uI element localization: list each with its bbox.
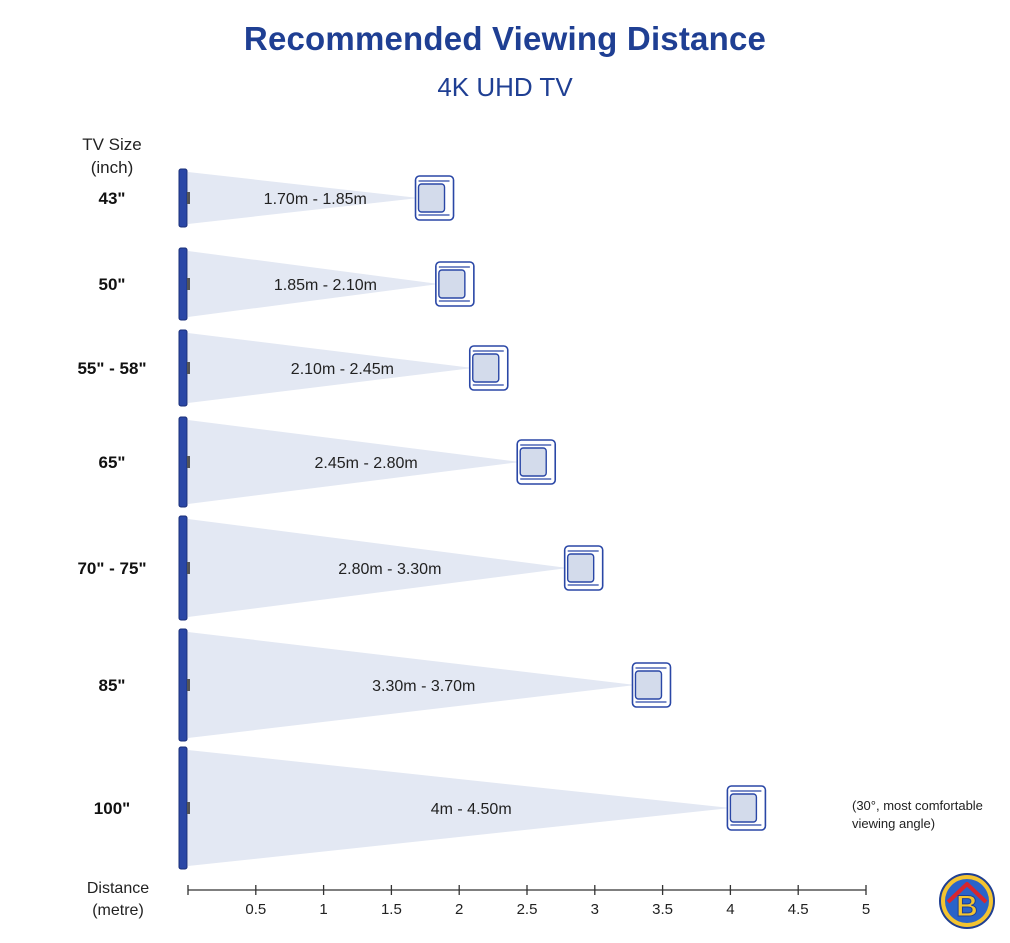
armchair-seat <box>634 670 663 700</box>
armchair-seat <box>472 353 500 383</box>
distance-range-label: 2.10m - 2.45m <box>291 361 394 378</box>
tv-row: 65" 2.45m - 2.80m <box>99 416 557 508</box>
tv-stand-icon <box>187 362 190 374</box>
tv-stand-icon <box>187 278 190 290</box>
x-axis-heading-line1: Distance <box>86 880 150 897</box>
armchair-seat <box>438 269 466 299</box>
x-axis-tick-label: 3.5 <box>652 901 673 918</box>
viewing-beam <box>188 632 636 738</box>
page-subtitle: 4K UHD TV <box>437 72 573 102</box>
x-axis-heading-line2: (metre) <box>92 902 144 919</box>
armchair-icon <box>631 662 672 708</box>
distance-range-label: 1.70m - 1.85m <box>264 191 367 208</box>
tv-row: 100" 4m - 4.50m <box>94 746 767 870</box>
viewing-angle-note: (30°, most comfortable viewing angle) <box>852 797 983 833</box>
y-axis-heading-line2: (inch) <box>90 158 134 177</box>
viewing-angle-note-line2: viewing angle) <box>852 816 936 831</box>
distance-range-label: 4m - 4.50m <box>431 801 512 818</box>
armchair-icon <box>435 261 475 307</box>
armchair-icon <box>563 545 604 591</box>
tv-stand-icon <box>187 802 190 814</box>
y-axis-heading-line1: TV Size <box>82 135 142 154</box>
x-axis-tick-label: 0.5 <box>245 901 266 918</box>
tv-icon <box>178 329 188 407</box>
viewing-angle-note-line1: (30°, most comfortable <box>852 798 983 813</box>
tv-icon <box>178 168 188 228</box>
x-axis-tick-label: 2 <box>455 901 463 918</box>
armchair-icon <box>414 175 455 221</box>
tv-row: 50" 1.85m - 2.10m <box>99 247 475 321</box>
tv-size-label: 70" - 75" <box>77 559 146 578</box>
y-axis-heading: TV Size (inch) <box>62 133 162 179</box>
tv-icon <box>178 628 188 742</box>
tv-size-label: 85" <box>99 676 126 695</box>
armchair-icon <box>468 345 509 391</box>
x-axis-tick-label: 4.5 <box>788 901 809 918</box>
logo-letter: B <box>956 890 978 923</box>
tv-row: 43" 1.70m - 1.85m <box>99 168 455 228</box>
viewing-beam <box>188 420 521 504</box>
distance-range-label: 1.85m - 2.10m <box>274 277 377 294</box>
armchair-seat <box>417 183 446 213</box>
distance-range-label: 2.80m - 3.30m <box>338 561 441 578</box>
page-title: Recommended Viewing Distance <box>243 20 767 57</box>
tv-icon <box>178 515 188 621</box>
x-axis-heading: Distance (metre) <box>68 878 168 922</box>
armchair-icon <box>726 785 767 831</box>
tv-stand-icon <box>187 562 190 574</box>
armchair-seat <box>519 447 547 477</box>
armchair-seat <box>729 793 758 823</box>
viewing-beam <box>188 519 568 617</box>
tv-icon <box>178 746 188 870</box>
tv-size-label: 100" <box>94 799 130 818</box>
x-axis-tick-label: 4 <box>726 901 734 918</box>
armchair-icon <box>516 439 557 485</box>
distance-range-label: 3.30m - 3.70m <box>372 678 475 695</box>
tv-stand-icon <box>187 192 190 204</box>
armchair-seat <box>566 553 595 583</box>
viewing-beam <box>188 333 473 403</box>
tv-stand-icon <box>187 456 190 468</box>
x-axis-tick-label: 1.5 <box>381 901 402 918</box>
x-axis-tick-label: 5 <box>862 901 870 918</box>
x-axis-tick-label: 2.5 <box>517 901 538 918</box>
tv-size-label: 55" - 58" <box>77 359 146 378</box>
tv-row: 70" - 75" 2.80m - 3.30m <box>77 515 604 621</box>
tv-size-label: 50" <box>99 275 126 294</box>
tv-icon <box>178 416 188 508</box>
tv-row: 85" 3.30m - 3.70m <box>99 628 672 742</box>
viewing-beam <box>188 172 419 224</box>
distance-range-label: 2.45m - 2.80m <box>315 455 418 472</box>
tv-size-label: 65" <box>99 453 126 472</box>
x-axis-tick-label: 3 <box>591 901 599 918</box>
tv-size-label: 43" <box>99 189 126 208</box>
tv-icon <box>178 247 188 321</box>
x-axis-tick-label: 1 <box>319 901 327 918</box>
house-logo-icon: B <box>939 873 995 929</box>
tv-row: 55" - 58" 2.10m - 2.45m <box>77 329 509 407</box>
viewing-beam <box>188 251 439 317</box>
viewing-beam <box>188 750 731 866</box>
tv-stand-icon <box>187 679 190 691</box>
